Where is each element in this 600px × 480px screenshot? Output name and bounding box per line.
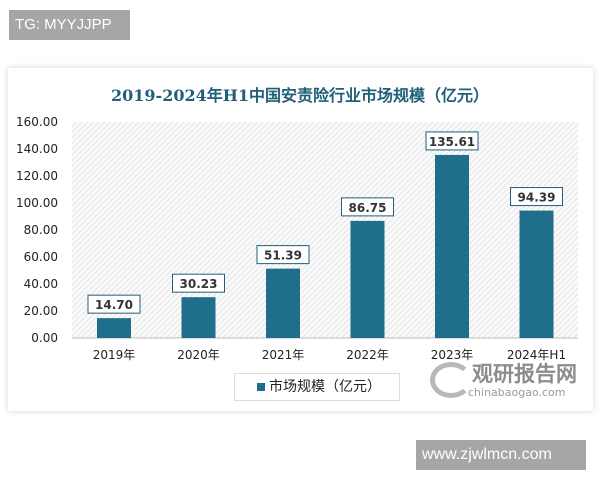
data-label-box [172, 273, 225, 293]
data-label-box [341, 197, 394, 217]
plot-area [72, 122, 578, 338]
y-tick-label: 40.00 [24, 277, 58, 291]
x-tick-label: 2021年 [262, 348, 305, 362]
bar [519, 210, 554, 338]
y-tick-label: 60.00 [24, 250, 58, 264]
watermark-en: chinabaogao.com [468, 386, 566, 399]
y-tick-label: 160.00 [16, 115, 58, 129]
y-tick-label: 140.00 [16, 142, 58, 156]
y-tick-label: 0.00 [31, 331, 58, 345]
x-tick-label: 2023年 [431, 348, 474, 362]
bar [97, 318, 131, 338]
x-tick-label: 2024年H1 [507, 348, 566, 362]
x-tick-label: 2020年 [177, 348, 220, 362]
legend-label: 市场规模（亿元） [269, 379, 381, 395]
bar [181, 297, 216, 338]
watermark-cn: 观研报告网 [472, 362, 577, 386]
y-tick-label: 80.00 [24, 223, 58, 237]
data-label: 14.70 [95, 298, 133, 312]
bar [266, 268, 300, 338]
chart-title: 2019-2024年H1中国安责险行业市场规模（亿元） [111, 86, 489, 105]
bar [435, 154, 469, 338]
data-label: 86.75 [349, 201, 387, 215]
logo-icon [430, 362, 472, 398]
bar [350, 220, 385, 338]
data-label: 94.39 [518, 191, 556, 205]
x-tick-label: 2022年 [346, 348, 389, 362]
y-tick-label: 20.00 [24, 304, 58, 318]
watermark-tg: TG: MYYJJPP [9, 10, 130, 40]
data-label-box [256, 245, 310, 265]
data-label: 30.23 [180, 277, 218, 291]
watermark-site: www.zjwlmcn.com [416, 440, 586, 470]
data-label: 135.61 [429, 135, 475, 149]
x-tick-label: 2019年 [93, 348, 136, 362]
y-tick-label: 100.00 [16, 196, 58, 210]
data-label-box [87, 294, 141, 314]
legend-swatch [257, 383, 265, 391]
data-label-box [425, 131, 479, 151]
data-label-box [510, 187, 563, 207]
data-label: 51.39 [264, 249, 302, 263]
legend: 市场规模（亿元） [234, 373, 400, 401]
y-tick-label: 120.00 [16, 169, 58, 183]
